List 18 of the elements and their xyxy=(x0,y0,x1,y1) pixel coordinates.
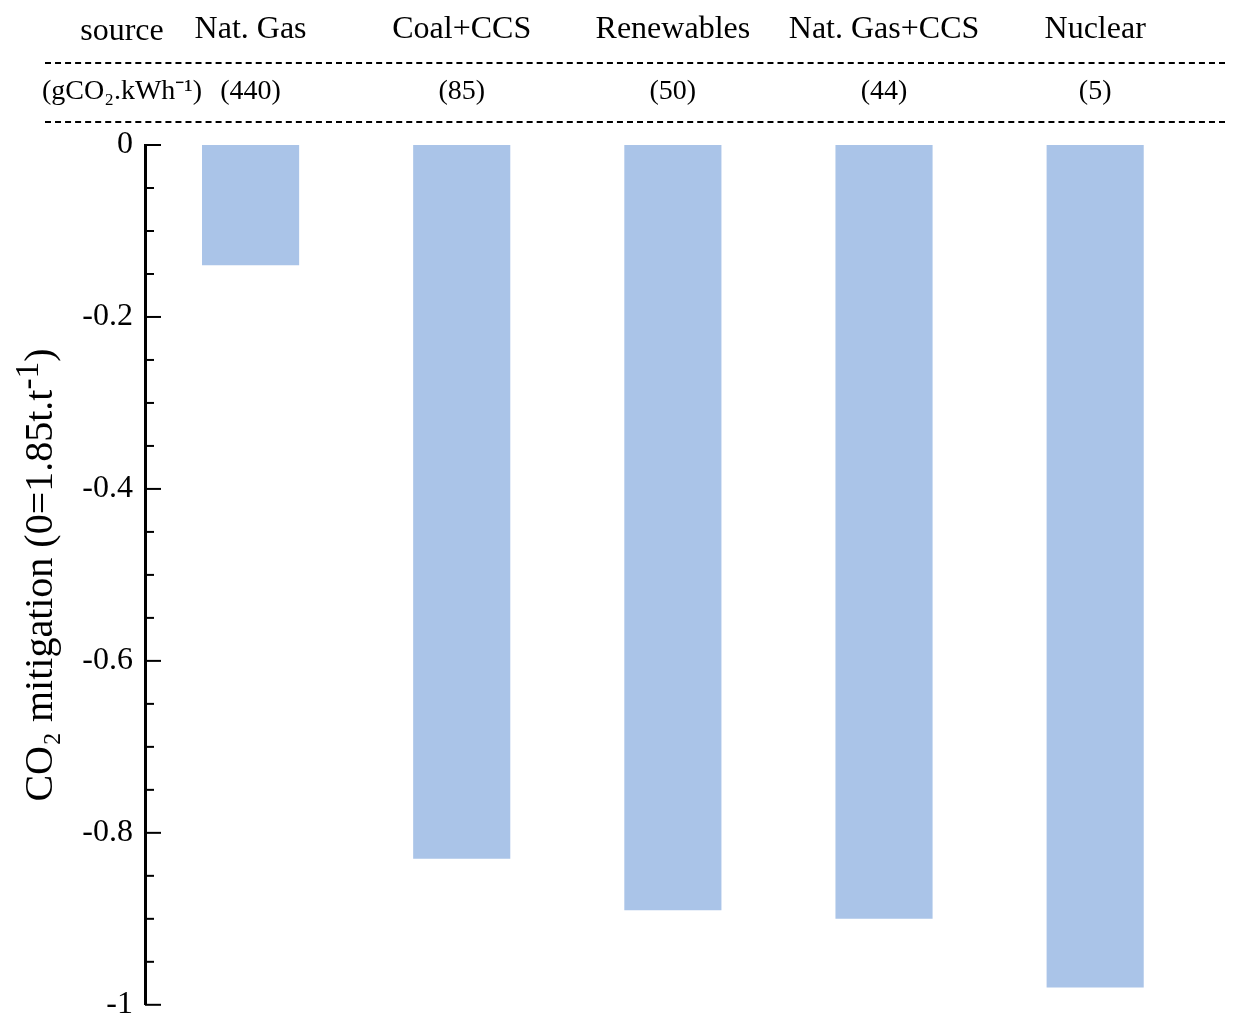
text: (44) xyxy=(860,74,908,106)
x-tick-label: Nuclear xyxy=(1044,9,1147,46)
text: (440) xyxy=(220,74,281,106)
x-tick-label: Nat. Gas+CCS xyxy=(788,9,980,46)
text: (50) xyxy=(649,74,697,106)
x-tick-label: Nat. Gas xyxy=(194,9,307,46)
x-tick-label: Coal+CCS xyxy=(392,9,532,46)
y-tick-label: -0.4 xyxy=(82,468,133,505)
x-tick-label: Renewables xyxy=(595,9,751,46)
y-tick-label: -0.6 xyxy=(82,640,133,677)
y-tick-label: -0.8 xyxy=(82,812,133,849)
y-tick-label: 0 xyxy=(117,124,133,161)
x-axis-title: source xyxy=(80,11,164,48)
text: (gCO₂.kWh⁻¹) xyxy=(41,74,203,106)
y-tick-label: -0.2 xyxy=(82,296,133,333)
y-tick-label: -1 xyxy=(106,984,133,1021)
text: (5) xyxy=(1078,74,1112,106)
text: (85) xyxy=(438,74,486,106)
